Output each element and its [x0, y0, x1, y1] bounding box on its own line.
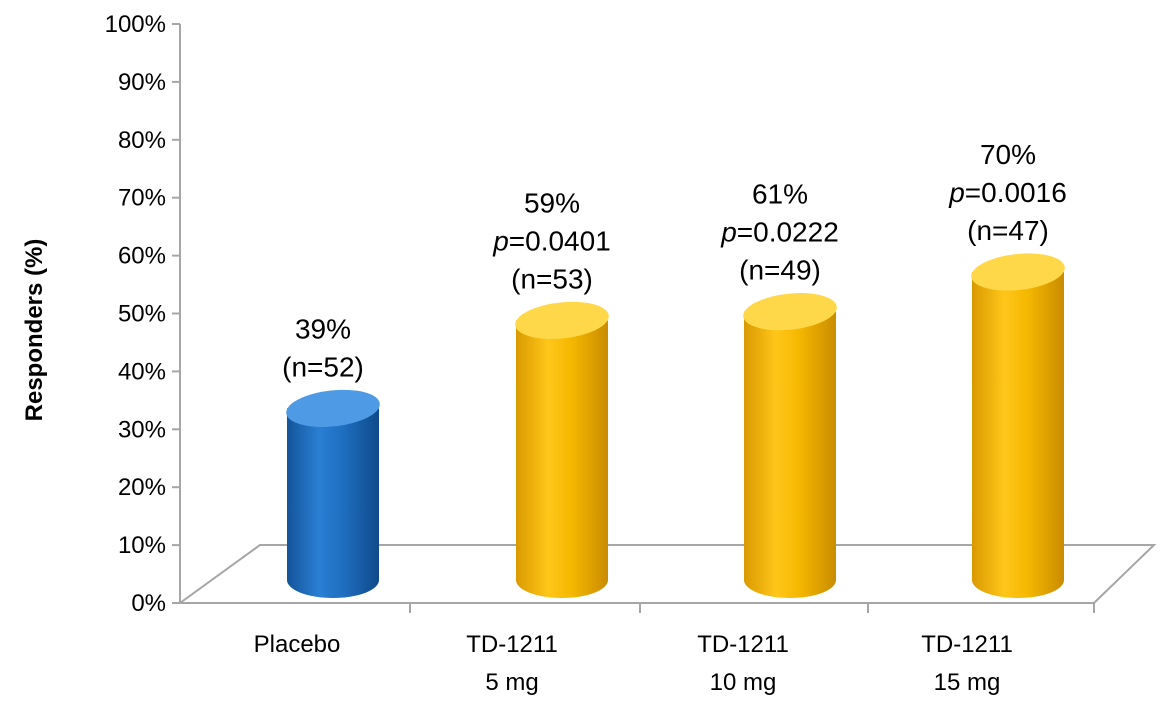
y-tick-label: 0% — [131, 590, 166, 617]
x-tick-label-line2: 5 mg — [485, 669, 538, 696]
bar-1 — [515, 301, 609, 598]
y-tick-label: 30% — [118, 416, 166, 443]
x-tick-label-line2: 10 mg — [710, 669, 777, 696]
y-tick-label: 60% — [118, 243, 166, 270]
n-label: (n=49) — [739, 255, 821, 286]
bar-0 — [286, 389, 380, 598]
y-tick-label: 50% — [118, 301, 166, 328]
value-label: 70% — [980, 139, 1036, 170]
bar-2 — [743, 293, 837, 598]
data-labels-group: 39% (n=52) 59% p=0.0401 (n=53) 61% p=0.0222 (n=… — [282, 139, 1067, 382]
bar-body — [516, 320, 608, 598]
y-axis-title: Responders (%) — [21, 239, 48, 422]
y-tick-label: 40% — [118, 358, 166, 385]
bar-body — [287, 408, 379, 598]
value-label: 59% — [524, 187, 580, 218]
n-label: (n=53) — [511, 263, 593, 294]
p-value-label: p=0.0401 — [492, 225, 611, 256]
y-tick-label: 100% — [105, 11, 166, 38]
n-label: (n=52) — [282, 351, 364, 382]
x-tick-label: Placebo — [254, 631, 341, 658]
bar-cap — [515, 301, 609, 339]
y-tick-label: 70% — [118, 185, 166, 212]
n-label: (n=47) — [967, 215, 1049, 246]
x-tick-label-line2: 15 mg — [934, 669, 1001, 696]
y-tick-label: 20% — [118, 474, 166, 501]
p-value-label: p=0.0222 — [720, 217, 839, 248]
bar-body — [744, 311, 836, 598]
y-tick-label: 80% — [118, 127, 166, 154]
bar-cap — [743, 293, 837, 331]
p-value-label: p=0.0016 — [948, 177, 1067, 208]
x-axis-labels: Placebo TD-1211 5 mg TD-1211 10 mg TD-1211 15 … — [254, 631, 1013, 696]
x-tick-label: TD-1211 — [697, 631, 789, 658]
bar-cap — [286, 389, 380, 427]
y-tick-label: 10% — [118, 532, 166, 559]
bar-cap — [971, 253, 1065, 291]
value-label: 61% — [752, 179, 808, 210]
bar-body — [972, 272, 1064, 598]
y-tick-label: 90% — [118, 69, 166, 96]
bar-3 — [971, 253, 1065, 598]
x-tick-label: TD-1211 — [466, 631, 558, 658]
bars-group — [286, 253, 1065, 598]
y-axis: 0% 10% 20% 30% 40% 50% 60% 70% 80% 90% 100% — [105, 11, 1095, 617]
x-tick-label: TD-1211 — [921, 631, 1013, 658]
value-label: 39% — [295, 313, 351, 344]
